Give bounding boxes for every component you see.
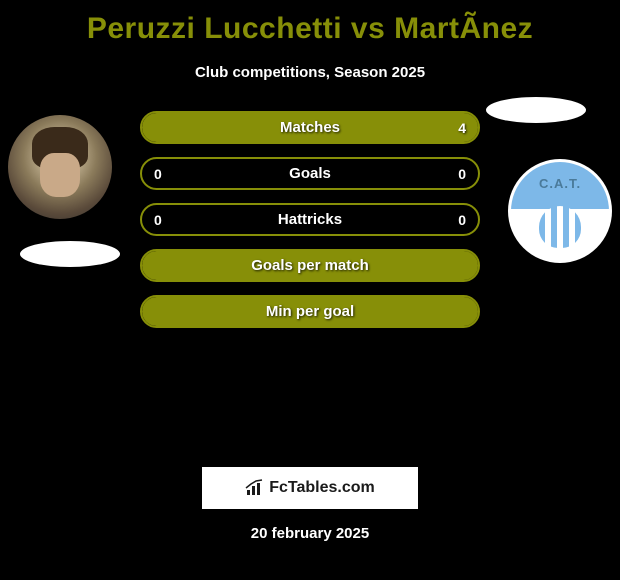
stat-bars: Matches 4 0 Goals 0 0 Hattricks 0 Goals … bbox=[140, 111, 480, 341]
stat-bar-matches: Matches 4 bbox=[140, 111, 480, 144]
stat-bar-goals: 0 Goals 0 bbox=[140, 157, 480, 190]
stat-label: Hattricks bbox=[278, 211, 342, 228]
club-left-badge bbox=[20, 241, 120, 267]
stat-label: Goals bbox=[289, 165, 331, 182]
stat-value-left: 0 bbox=[154, 166, 162, 182]
date-text: 20 february 2025 bbox=[0, 525, 620, 542]
stat-label: Goals per match bbox=[251, 257, 369, 274]
stat-value-right: 4 bbox=[458, 120, 466, 136]
page-title: Peruzzi Lucchetti vs MartÃnez bbox=[0, 0, 620, 46]
stat-bar-hattricks: 0 Hattricks 0 bbox=[140, 203, 480, 236]
stat-label: Matches bbox=[280, 119, 340, 136]
chart-icon bbox=[245, 479, 265, 497]
comparison-area: Matches 4 0 Goals 0 0 Hattricks 0 Goals … bbox=[0, 111, 620, 461]
stat-bar-min-per-goal: Min per goal bbox=[140, 295, 480, 328]
stat-label: Min per goal bbox=[266, 303, 354, 320]
club-logo-cat bbox=[511, 162, 609, 260]
stat-value-right: 0 bbox=[458, 166, 466, 182]
stat-value-left: 0 bbox=[154, 212, 162, 228]
player-left-avatar bbox=[8, 115, 112, 219]
club-right-badge bbox=[486, 97, 586, 123]
brand-text: FcTables.com bbox=[269, 479, 375, 497]
stat-value-right: 0 bbox=[458, 212, 466, 228]
player-right-avatar bbox=[508, 159, 612, 263]
brand-logo-box: FcTables.com bbox=[202, 467, 418, 509]
subtitle: Club competitions, Season 2025 bbox=[0, 64, 620, 81]
stat-bar-goals-per-match: Goals per match bbox=[140, 249, 480, 282]
